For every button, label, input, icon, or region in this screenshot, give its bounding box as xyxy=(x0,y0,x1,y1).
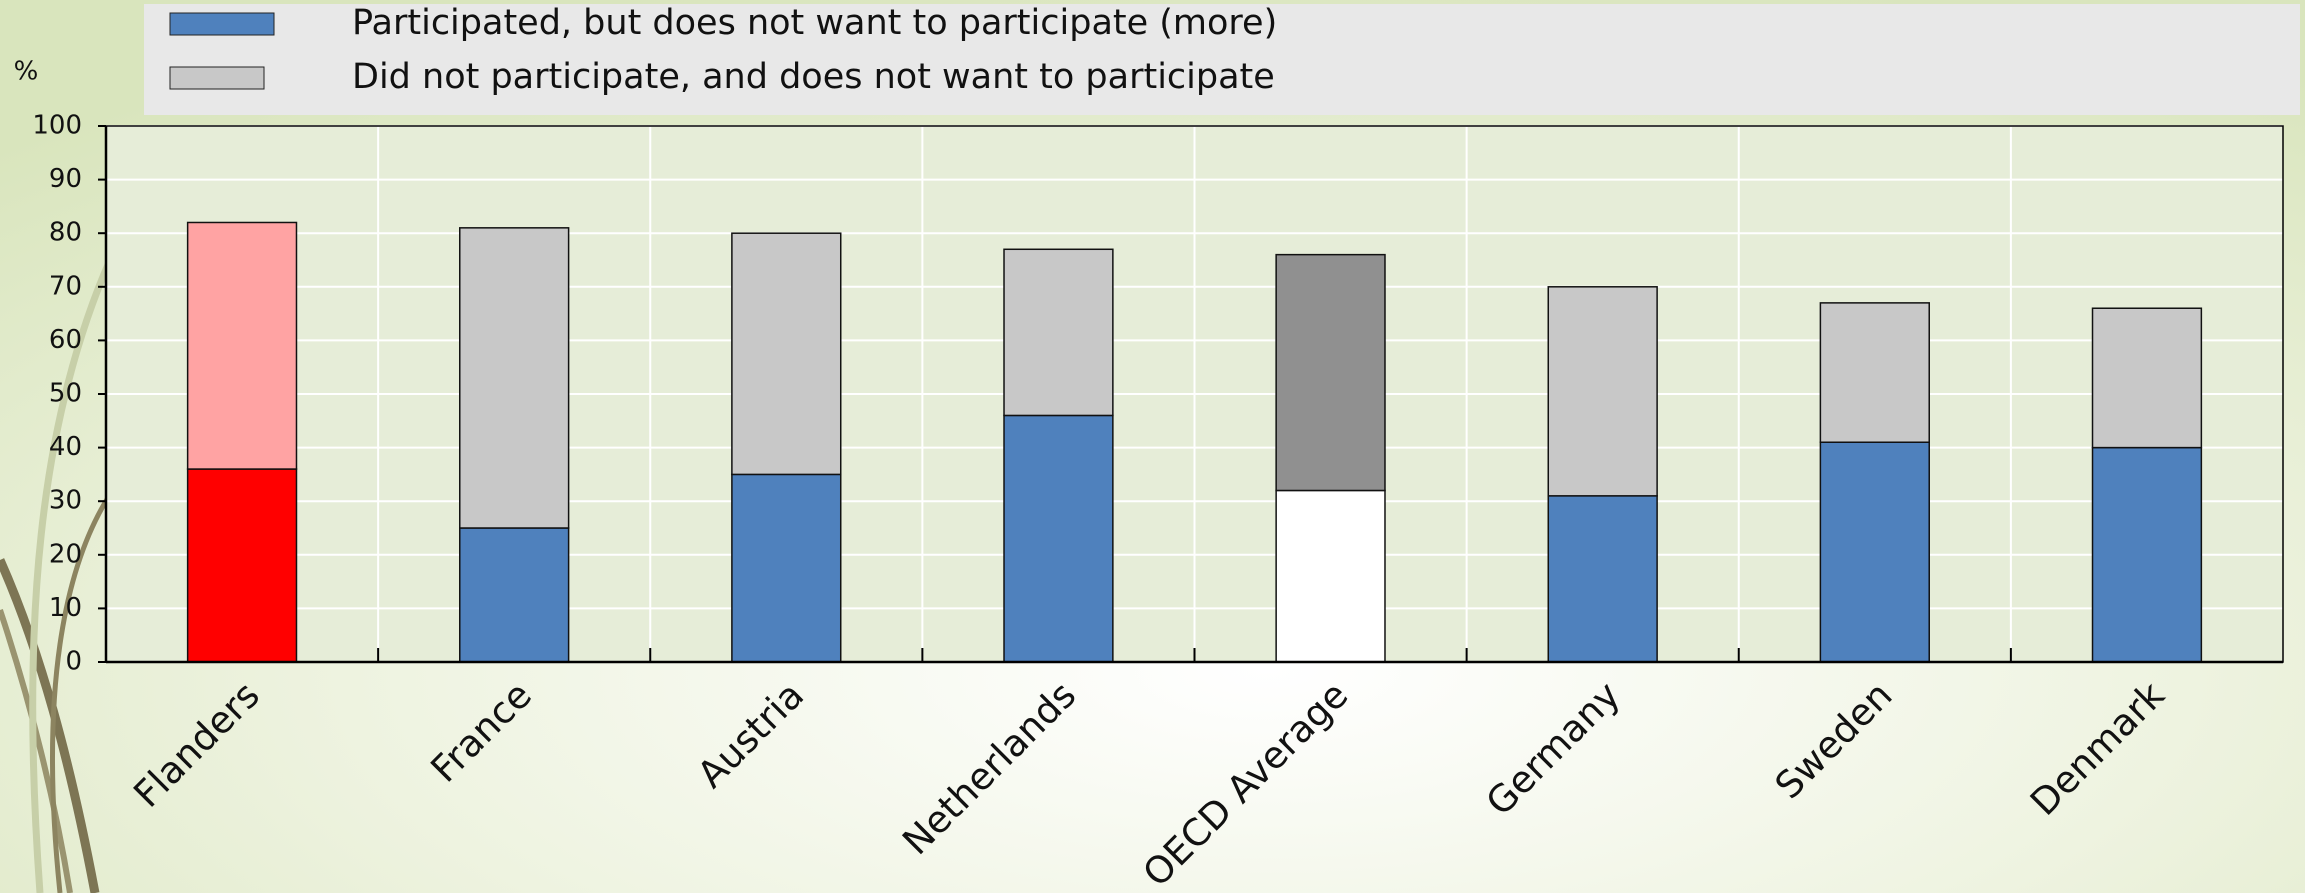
y-tick-label: 100 xyxy=(32,111,82,141)
plot-border xyxy=(105,125,2284,663)
bar-segment xyxy=(459,227,570,529)
bar-segment xyxy=(1547,495,1658,663)
y-tick-label: 20 xyxy=(49,539,82,569)
bar-segment xyxy=(1819,441,1930,663)
bar-segment xyxy=(186,221,298,470)
bar-segment xyxy=(1819,302,1930,443)
y-tick-label: 50 xyxy=(49,379,82,409)
bar-segment xyxy=(731,473,842,663)
y-tick-label: 30 xyxy=(49,486,82,516)
y-tick-label: 90 xyxy=(49,164,82,194)
y-tick-label: 70 xyxy=(49,271,82,301)
bar-segment xyxy=(1547,286,1658,497)
bar-segment xyxy=(186,468,298,663)
legend-label: Did not participate, and does not want t… xyxy=(352,57,1275,97)
y-axis-label: % xyxy=(14,57,39,87)
y-tick-label: 40 xyxy=(49,432,82,462)
decoration xyxy=(0,258,123,893)
legend-box xyxy=(144,4,2300,115)
bar-segment xyxy=(1275,489,1386,663)
y-tick-label: 10 xyxy=(49,593,82,623)
y-tick-label: 80 xyxy=(49,218,82,248)
y-tick-label: 0 xyxy=(65,647,82,677)
bar-segment xyxy=(1003,248,1114,417)
bar-segment xyxy=(2091,307,2203,449)
legend-swatch xyxy=(169,66,265,90)
bar-segment xyxy=(1275,253,1386,492)
legend-label: Participated, but does not want to parti… xyxy=(352,3,1277,43)
bar-segment xyxy=(1003,414,1114,663)
bar-segment xyxy=(2091,446,2203,663)
legend-swatch xyxy=(169,12,275,36)
bar-segment xyxy=(459,527,570,663)
y-tick-label: 60 xyxy=(49,325,82,355)
bar-segment xyxy=(731,232,842,476)
